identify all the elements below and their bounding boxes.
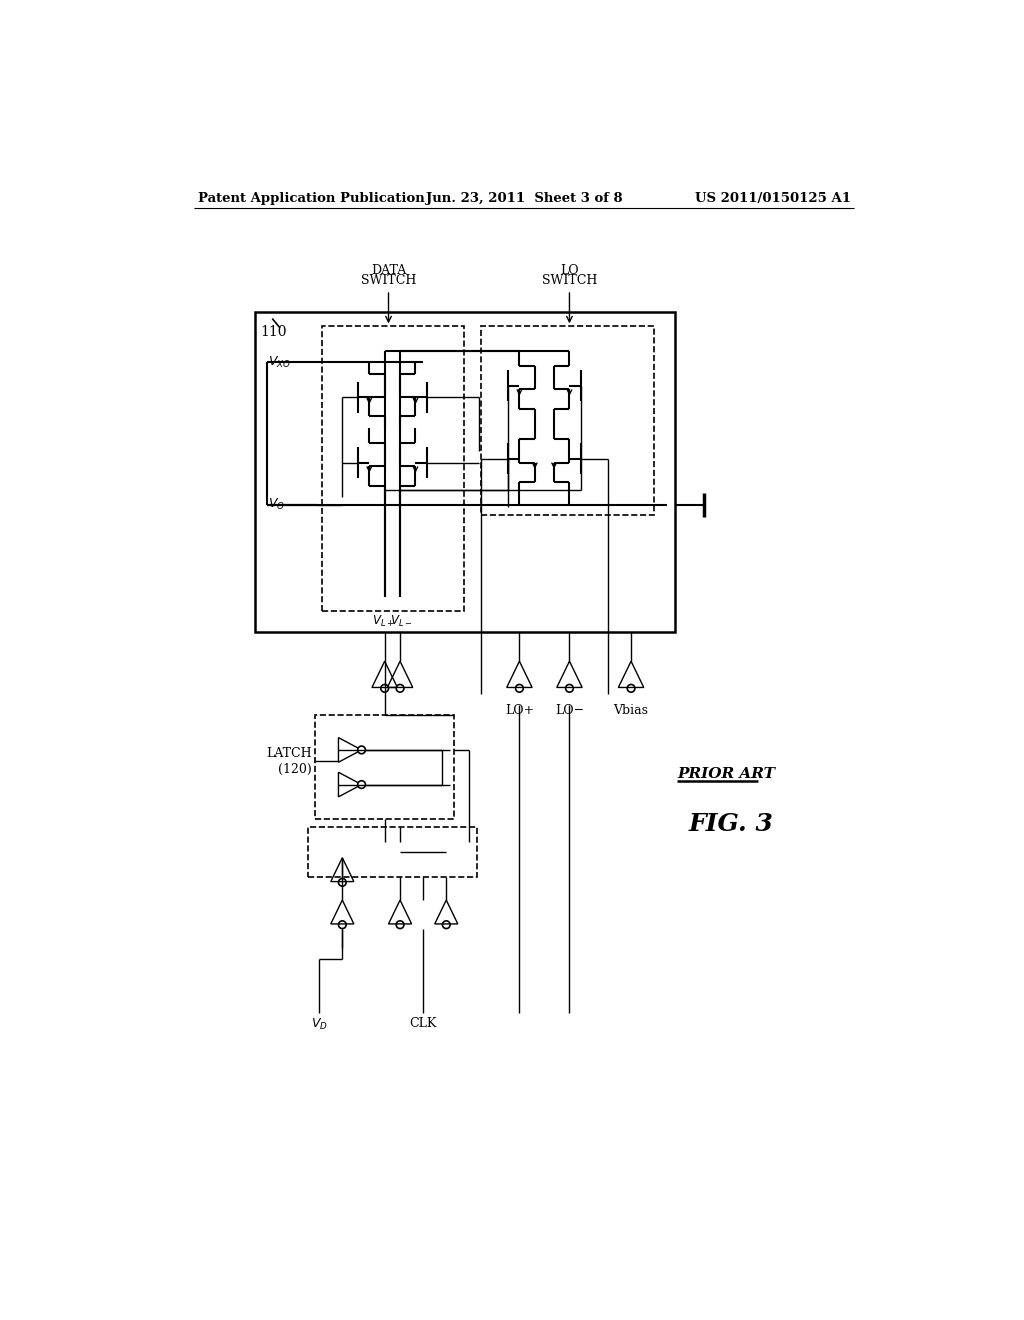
Circle shape: [339, 921, 346, 928]
Text: SWITCH: SWITCH: [542, 273, 597, 286]
Circle shape: [442, 921, 451, 928]
Text: LO−: LO−: [555, 704, 584, 717]
Text: DATA: DATA: [371, 264, 407, 277]
Bar: [315, 715, 454, 820]
Bar: [481, 326, 654, 515]
Text: LO: LO: [560, 264, 579, 277]
Text: CLK: CLK: [410, 1018, 437, 1030]
Text: $V_{L+}$: $V_{L+}$: [372, 614, 394, 628]
Text: $V_O$: $V_O$: [267, 498, 285, 512]
Text: US 2011/0150125 A1: US 2011/0150125 A1: [694, 191, 851, 205]
Circle shape: [396, 685, 403, 692]
Text: SWITCH: SWITCH: [360, 273, 416, 286]
Circle shape: [357, 780, 366, 788]
Text: $V_{L-}$: $V_{L-}$: [390, 614, 413, 628]
Text: Jun. 23, 2011  Sheet 3 of 8: Jun. 23, 2011 Sheet 3 of 8: [426, 191, 624, 205]
Circle shape: [357, 746, 366, 754]
Circle shape: [381, 685, 388, 692]
Bar: [255, 313, 675, 632]
Text: Patent Application Publication: Patent Application Publication: [198, 191, 424, 205]
Text: LO+: LO+: [505, 704, 535, 717]
Text: $V_D$: $V_D$: [310, 1018, 328, 1032]
Text: PRIOR ART: PRIOR ART: [677, 767, 775, 781]
Circle shape: [515, 685, 523, 692]
Circle shape: [565, 685, 573, 692]
Text: FIG. 3: FIG. 3: [689, 812, 774, 837]
Text: Vbias: Vbias: [613, 704, 648, 717]
Circle shape: [628, 685, 635, 692]
Text: LATCH
(120): LATCH (120): [266, 747, 311, 776]
Text: $V_{XO}$: $V_{XO}$: [267, 355, 291, 370]
Bar: [322, 326, 464, 611]
Circle shape: [339, 879, 346, 886]
Text: 110: 110: [260, 325, 287, 339]
Bar: [307, 826, 477, 876]
Circle shape: [396, 921, 403, 928]
